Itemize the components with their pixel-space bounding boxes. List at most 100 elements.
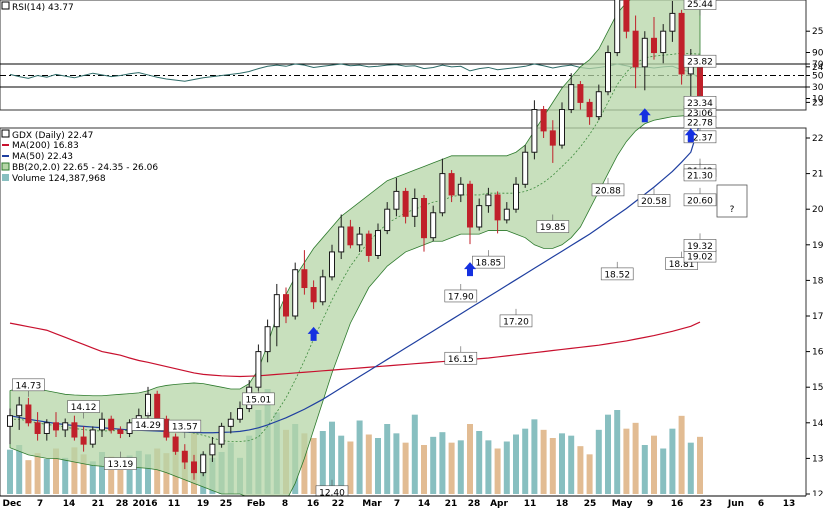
volume-bar — [108, 456, 115, 494]
candle-body — [494, 194, 501, 221]
price-callout-box — [683, 54, 717, 68]
candle-body — [310, 287, 317, 303]
price-callout-label: 21.30 — [687, 171, 713, 181]
candle-body — [678, 12, 685, 75]
price-callout-box — [472, 255, 505, 269]
price-callout-label: 22.37 — [687, 133, 713, 143]
volume-bar — [494, 448, 501, 494]
volume-bar — [25, 460, 32, 494]
price-tick-label: 15 — [812, 383, 823, 393]
candle-body — [457, 183, 464, 196]
volume-bar — [99, 452, 105, 494]
volume-bar — [568, 435, 575, 494]
price-tick-label: 18 — [812, 276, 824, 286]
volume-bar — [34, 453, 41, 494]
price-tick-label: 23 — [812, 98, 823, 108]
candle-body — [80, 436, 87, 445]
price-tick-label: 22 — [812, 134, 823, 144]
price-tick-label: 17 — [812, 312, 823, 322]
price-callout-box — [242, 392, 275, 406]
candle-body — [660, 30, 667, 54]
candle-body — [273, 294, 280, 328]
candle-body — [586, 101, 593, 118]
candle-body — [264, 326, 271, 353]
legend-volume-swatch — [2, 174, 9, 181]
volume-bar — [163, 453, 170, 494]
price-callout-label: 20.88 — [595, 186, 621, 196]
price-callout-box — [683, 115, 717, 129]
candle-body — [34, 422, 41, 434]
x-axis-band — [0, 496, 827, 508]
price-callout-box — [444, 289, 478, 303]
price-callout-label: 14.12 — [71, 403, 97, 413]
candle-body — [356, 233, 363, 246]
volume-bar — [586, 454, 593, 494]
blue-up-arrow — [464, 262, 476, 277]
candle-body — [402, 190, 409, 217]
x-axis-label: 16 — [307, 499, 320, 508]
candle-body — [117, 429, 124, 434]
volume-bar — [660, 448, 667, 494]
volume-bar — [595, 429, 602, 494]
price-callout-label: 12.40 — [319, 488, 345, 498]
legend-ma200: MA(200) 16.83 — [12, 141, 79, 151]
x-axis-label: 22 — [332, 499, 345, 508]
volume-bar — [457, 440, 464, 494]
candle-body — [237, 408, 243, 420]
rsi-label: RSI(14) 43.77 — [12, 3, 74, 13]
price-callout-label: 14.73 — [16, 381, 42, 391]
volume-bar — [135, 450, 142, 494]
x-axis-label: 6 — [758, 499, 764, 508]
candle-body — [421, 198, 427, 239]
candle-body — [559, 109, 565, 146]
x-axis-label: 25 — [584, 499, 597, 508]
candle-body — [522, 151, 529, 185]
volume-bar — [531, 419, 538, 494]
candle-body — [669, 12, 676, 32]
x-axis-label: 21 — [445, 499, 458, 508]
volume-bar — [329, 421, 335, 494]
volume-bar — [356, 420, 363, 494]
volume-bar — [43, 459, 50, 494]
rsi-tick-label: 30 — [812, 83, 824, 93]
x-axis-label: Dec — [3, 499, 22, 508]
candle-body — [25, 404, 32, 424]
volume-bar — [522, 428, 529, 494]
volume-bar — [62, 457, 69, 494]
x-axis-label: 14 — [63, 499, 76, 508]
price-callout-label: 20.60 — [687, 196, 713, 206]
candle-body — [476, 205, 483, 228]
rsi-legend-checkbox — [1, 1, 10, 10]
x-axis-label: 16 — [671, 499, 684, 508]
candle-body — [172, 436, 179, 452]
candle-body — [329, 251, 335, 278]
x-axis-label: 28 — [468, 499, 481, 508]
legend-bb: BB(20,2.0) 22.65 - 24.35 - 26.06 — [12, 163, 158, 173]
candle-body — [71, 422, 78, 438]
candle-body — [209, 443, 216, 456]
candle-body — [126, 422, 133, 434]
candle-body — [89, 429, 96, 445]
volume-bar — [614, 410, 621, 494]
volume-bar — [605, 414, 611, 494]
volume-bar — [641, 445, 648, 494]
x-axis-label: 19 — [197, 499, 210, 508]
volume-bar — [687, 442, 694, 494]
price-callout-label: 19.85 — [540, 223, 566, 233]
candle-body — [595, 91, 602, 118]
candle-body — [439, 173, 446, 214]
price-callout-label: 23.34 — [687, 99, 713, 109]
legend-ma50: MA(50) 22.43 — [12, 152, 73, 162]
volume-bar — [338, 435, 345, 494]
price-callout-label: 15.01 — [246, 395, 272, 405]
candle-body — [430, 212, 437, 239]
candle-body — [375, 230, 381, 256]
candle-body — [513, 183, 519, 210]
price-callout-label: 16.15 — [448, 355, 474, 365]
x-axis-label: 11 — [524, 499, 537, 508]
candle-body — [53, 422, 59, 431]
volume-bar — [669, 428, 676, 494]
price-callout-box — [683, 193, 717, 207]
candle-body — [503, 208, 510, 221]
